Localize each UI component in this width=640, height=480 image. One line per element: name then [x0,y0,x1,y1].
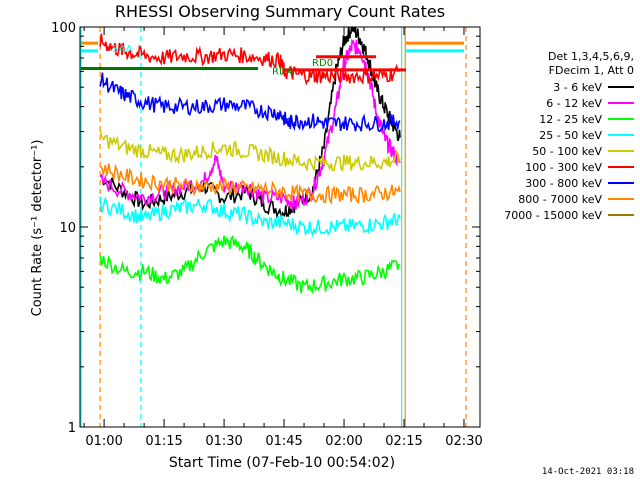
chart-title: RHESSI Observing Summary Count Rates [115,2,445,21]
annotation-2: RD0 [312,58,333,69]
series-line-4 [99,129,401,173]
legend-entry: 50 - 100 keV [532,144,634,158]
y-axis-label: Count Rate (s⁻¹ detector⁻¹) [30,140,45,317]
x-tick-label-5: 02:15 [385,434,422,449]
legend-label: 300 - 800 keV [525,176,602,190]
legend-label: 50 - 100 keV [532,144,602,158]
legend-label: 6 - 12 keV [546,96,602,110]
legend-entry: 300 - 800 keV [525,176,634,190]
legend-swatch [608,118,634,120]
series-line-3 [99,196,401,238]
series-line-7 [99,163,401,205]
legend-swatch [608,134,634,136]
series-line-2 [99,234,401,295]
annotation-0: SAA [112,44,133,55]
legend-label: 800 - 7000 keV [518,192,602,206]
series-line-6 [99,72,401,133]
legend-entry: 6 - 12 keV [546,96,634,110]
legend-swatch [608,166,634,168]
legend-entry: 25 - 50 keV [539,128,634,142]
x-tick-label-1: 01:15 [145,434,182,449]
x-axis-label: Start Time (07-Feb-10 00:54:02) [169,455,395,471]
y-tick-label-2: 100 [51,21,76,36]
legend-label: 12 - 25 keV [539,112,602,126]
legend-swatch [608,102,634,104]
x-tick-label-3: 01:45 [265,434,302,449]
legend-label: 25 - 50 keV [539,128,602,142]
legend-label: 7000 - 15000 keV [504,208,602,222]
legend-label: 100 - 300 keV [525,160,602,174]
y-tick-label-0: 1 [68,421,76,436]
legend-title-line-2: FDecim 1, Att 0 [548,64,634,77]
footer-date: 14-Oct-2021 03:18 [541,467,634,477]
legend-label: 3 - 6 keV [553,80,602,94]
series-line-1 [99,38,401,211]
legend-entry: 100 - 300 keV [525,160,634,174]
legend-swatch [608,198,634,200]
legend-title-line-1: Det 1,3,4,5,6,9, [547,50,634,63]
legend-entry: 7000 - 15000 keV [504,208,634,222]
x-tick-label-0: 01:00 [85,434,122,449]
x-tick-label-2: 01:30 [205,434,242,449]
annotation-1: RD4 [272,66,293,77]
legend-entry: 3 - 6 keV [553,80,634,94]
legend-swatch [608,182,634,184]
legend-swatch [608,150,634,152]
x-tick-label-6: 02:30 [445,434,482,449]
legend-entry: 12 - 25 keV [539,112,634,126]
series-line-5 [99,33,401,86]
x-tick-label-4: 02:00 [325,434,362,449]
legend-swatch [608,86,634,88]
legend-swatch [608,214,634,216]
legend-entry: 800 - 7000 keV [518,192,634,206]
y-tick-label-1: 10 [59,221,76,236]
